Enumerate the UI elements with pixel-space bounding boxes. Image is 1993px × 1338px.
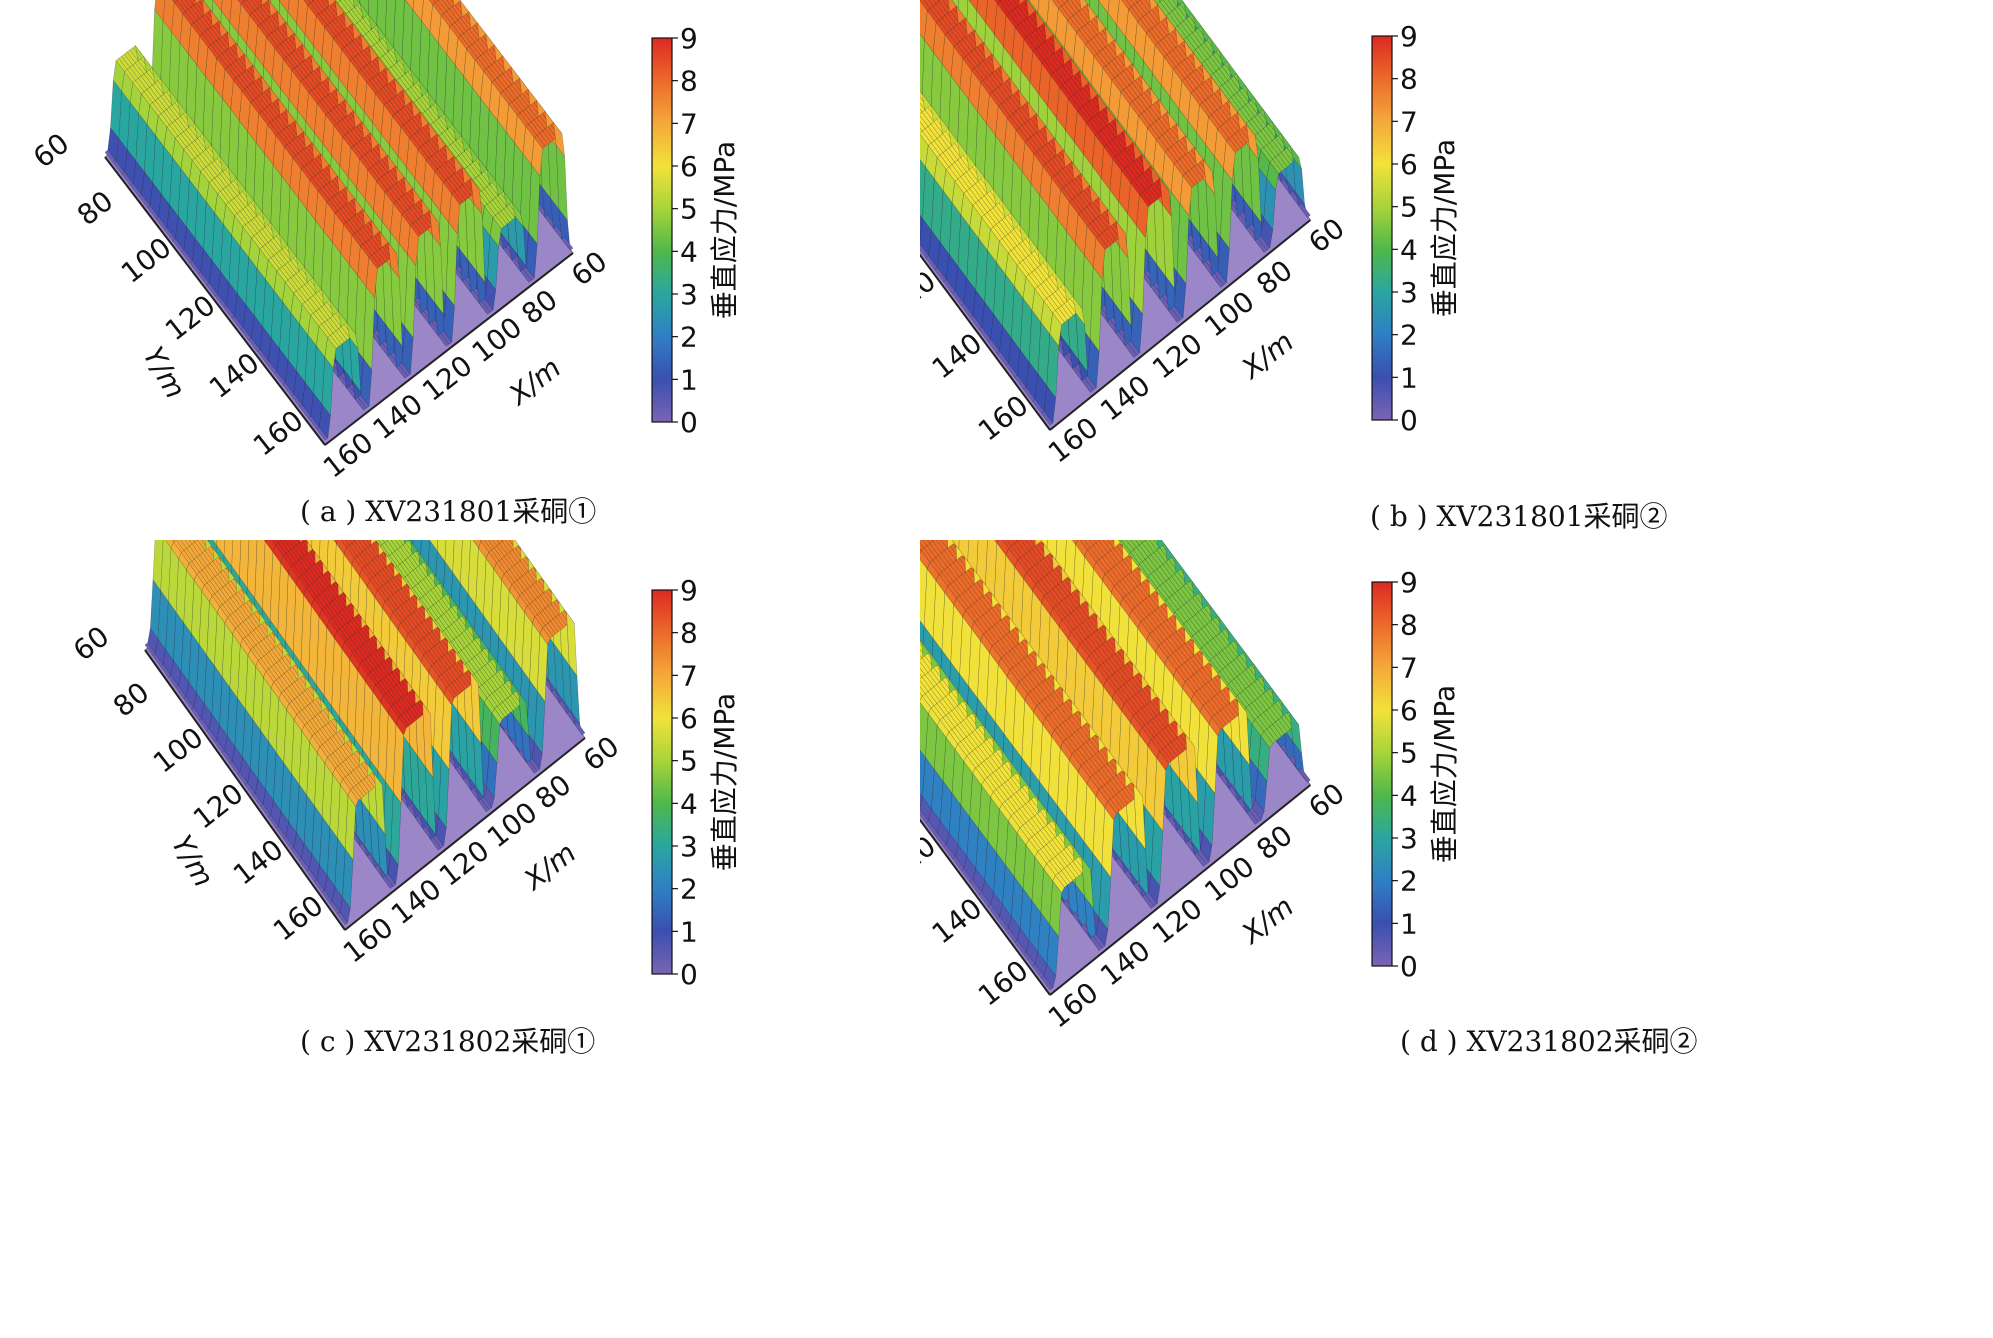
surface-cell xyxy=(985,0,998,36)
surface-cell xyxy=(1008,0,1019,9)
surface-cell xyxy=(920,115,929,130)
surface-cell xyxy=(920,121,926,132)
surface-cell xyxy=(937,0,941,2)
panel-c: 160 140 120 100 80 60 160 140 120 100 80 60 X/m Y/m 0… xyxy=(0,540,996,1209)
panel-a: 160 140 120 100 80 60 160 140 120 100 80 60 X/m Y/m 0… xyxy=(0,0,996,669)
y-axis-line xyxy=(104,156,326,446)
colorbar xyxy=(651,37,673,423)
surface-cell xyxy=(1167,0,1178,10)
surface-cell xyxy=(316,0,328,11)
surface-cell xyxy=(278,0,280,2)
surface-cell xyxy=(173,540,185,553)
surface-cell xyxy=(312,0,315,2)
surface-cell xyxy=(165,540,174,549)
y-axis-label: Y/m xyxy=(137,341,192,404)
surface-cell xyxy=(1097,0,1100,2)
colorbar-tick-label: 8 xyxy=(1400,63,1418,96)
surface-cell xyxy=(212,0,223,12)
colorbar-tick-label: 2 xyxy=(1400,319,1418,352)
x-axis-line xyxy=(1049,219,1312,431)
y-tick-label: 60 xyxy=(27,127,75,175)
surface-cell xyxy=(933,0,940,4)
surface-cell xyxy=(1098,0,1110,14)
surface-cell xyxy=(339,0,342,1)
x-axis-label: X/m xyxy=(1234,325,1300,387)
surface-cell xyxy=(994,0,1001,4)
surface-cell xyxy=(243,0,256,14)
surface-cell xyxy=(920,133,929,168)
colorbar-label: 垂直应力/MPa xyxy=(708,141,741,319)
colorbar-group: 0 1 2 3 4 5 6 7 8 9 垂直应力/MPa xyxy=(651,22,741,439)
colorbar-tick-label: 2 xyxy=(680,321,698,354)
surface-cell xyxy=(442,0,453,10)
colorbar-tick-label: 6 xyxy=(1400,148,1418,181)
caption-a: ( a ) XV231801采硐① xyxy=(300,495,597,528)
surface-cell xyxy=(279,0,290,13)
colorbar-label: 垂直应力/MPa xyxy=(1428,139,1461,317)
surface-cell xyxy=(1065,0,1070,2)
surface-cell xyxy=(999,0,1002,2)
colorbar-group: 0 1 2 3 4 5 6 7 8 9 垂直应力/MPa xyxy=(1371,20,1461,437)
surface-cell xyxy=(1056,0,1065,7)
surface-cell xyxy=(176,0,179,1)
surface-cell xyxy=(923,0,934,9)
surface-cell xyxy=(405,0,415,11)
colorbar-tick-label: 4 xyxy=(1400,233,1418,266)
surface-group xyxy=(104,0,574,446)
colorbar-tick-label: 5 xyxy=(1400,191,1418,224)
x-axis-label: X/m xyxy=(501,351,567,413)
colorbar-tick-label: 5 xyxy=(680,193,698,226)
colorbar-tick-label: 8 xyxy=(680,65,698,98)
surface-cell xyxy=(421,0,433,33)
surface-cell xyxy=(433,0,439,3)
surface-cell xyxy=(212,540,217,546)
surface-cell xyxy=(1037,0,1050,25)
colorbar-tick-label: 7 xyxy=(1400,105,1418,138)
surface-cell xyxy=(1298,202,1311,218)
surface-cell xyxy=(968,0,978,12)
colorbar-tick-label: 4 xyxy=(680,235,698,268)
colorbar-tick-label: 0 xyxy=(680,406,698,439)
surface-cell xyxy=(176,540,188,551)
surface-cell xyxy=(160,540,172,603)
surface-cell xyxy=(188,540,196,545)
colorbar-tick-label: 3 xyxy=(680,278,698,311)
surface-cell xyxy=(1159,0,1173,14)
surface-cell xyxy=(561,236,574,251)
surface-cell xyxy=(1116,0,1129,38)
colorbar-tick-label: 6 xyxy=(680,150,698,183)
y-axis-line xyxy=(920,253,1051,431)
colorbar-tick-label: 0 xyxy=(1400,404,1418,437)
surface-cell xyxy=(216,540,225,557)
surface-group xyxy=(144,540,586,931)
surface-cell xyxy=(920,0,928,41)
y-tick-label: 80 xyxy=(71,184,119,232)
colorbar-tick-label: 1 xyxy=(1400,361,1418,394)
colorbar-tick-label: 7 xyxy=(680,107,698,140)
surface-cell xyxy=(920,102,926,113)
colorbar-tick-label: 9 xyxy=(1400,20,1418,53)
surface-group xyxy=(920,0,1311,431)
colorbar xyxy=(1371,35,1393,421)
colorbar-tick-label: 1 xyxy=(680,363,698,396)
caption-b: ( b ) XV231801采硐② xyxy=(1370,500,1668,533)
surface-cell xyxy=(1028,0,1040,13)
surface-cell xyxy=(1135,0,1141,3)
surface-cell xyxy=(1003,0,1016,12)
x-axis-line xyxy=(324,252,574,446)
surface-cell xyxy=(184,540,193,547)
colorbar-tick-label: 3 xyxy=(1400,276,1418,309)
colorbar-tick-label: 9 xyxy=(680,22,698,55)
